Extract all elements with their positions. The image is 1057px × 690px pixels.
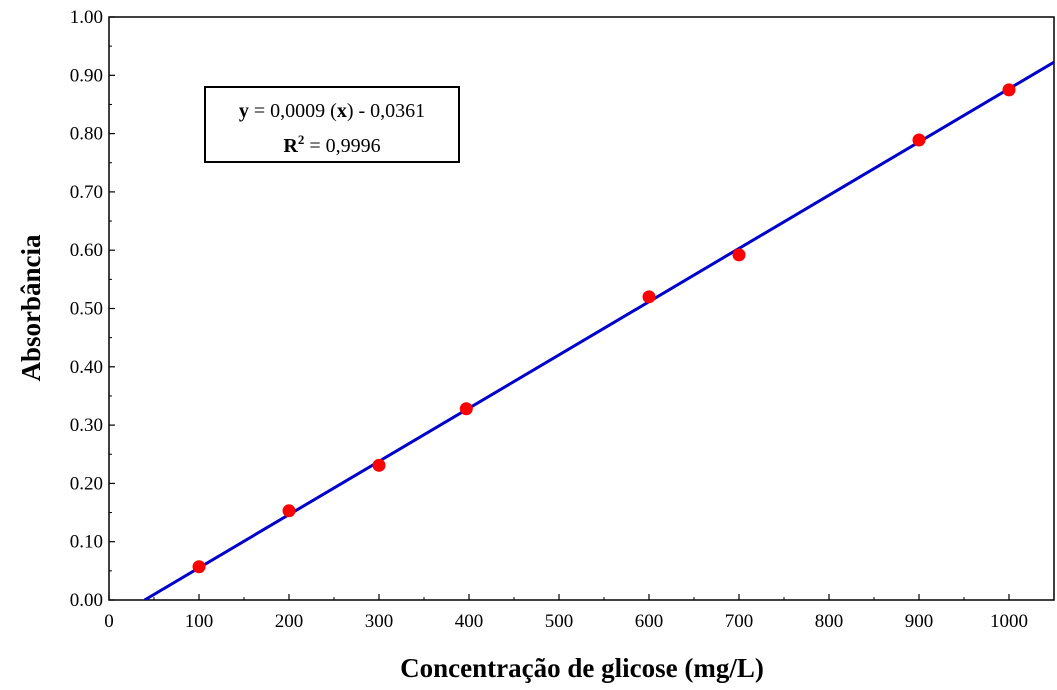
y-tick-label: 0.70 <box>70 182 103 203</box>
x-tick-label: 500 <box>545 611 574 632</box>
x-tick-label: 400 <box>455 611 484 632</box>
data-point <box>1002 83 1016 97</box>
equation-x-symbol: x <box>337 100 347 122</box>
y-tick-label: 0.00 <box>70 590 103 611</box>
data-point <box>642 290 656 304</box>
y-tick-label: 0.20 <box>70 473 103 494</box>
fit-line <box>143 60 1055 600</box>
y-tick-label: 0.40 <box>70 357 103 378</box>
y-axis-ticks: 0.00 0.10 0.20 0.30 0.40 0.50 0.60 0.70 0.80 0.90… <box>70 7 115 611</box>
r-squared-line: R2 = 0,9996 <box>283 132 380 157</box>
y-tick-label: 0.50 <box>70 299 103 320</box>
r-power: 2 <box>298 132 305 147</box>
y-tick-label: 0.60 <box>70 240 103 261</box>
x-tick-label: 200 <box>275 611 304 632</box>
data-point <box>372 458 386 472</box>
equation-line: y = 0,0009 (x) - 0,0361 <box>239 100 425 122</box>
x-axis-title: Concentração de glicose (mg/L) <box>400 653 764 683</box>
y-tick-label: 0.10 <box>70 532 103 553</box>
data-point <box>459 402 473 416</box>
data-point <box>912 133 926 147</box>
x-tick-label: 1000 <box>990 611 1028 632</box>
x-tick-label: 0 <box>104 611 114 632</box>
y-tick-label: 0.90 <box>70 65 103 86</box>
x-tick-label: 800 <box>815 611 844 632</box>
data-point <box>732 248 746 262</box>
r-value: = 0,9996 <box>304 135 380 157</box>
x-axis-ticks: 0 100 200 300 400 500 600 700 800 900 1000 <box>104 594 1028 632</box>
equation-end: ) - 0,0361 <box>347 100 425 122</box>
y-tick-label: 0.30 <box>70 415 103 436</box>
x-tick-label: 700 <box>725 611 754 632</box>
x-tick-label: 300 <box>365 611 394 632</box>
x-tick-label: 600 <box>635 611 664 632</box>
equation-rest: = 0,0009 ( <box>249 100 337 122</box>
equation-box: y = 0,0009 (x) - 0,0361 R2 = 0,9996 <box>204 86 460 163</box>
x-tick-label: 900 <box>905 611 934 632</box>
x-tick-label: 100 <box>185 611 214 632</box>
data-point <box>192 560 206 574</box>
equation-y-symbol: y <box>239 100 249 122</box>
y-tick-label: 0.80 <box>70 124 103 145</box>
data-points <box>192 83 1016 574</box>
data-point <box>282 504 296 518</box>
r-symbol: R <box>283 135 298 157</box>
y-tick-label: 1.00 <box>70 7 103 28</box>
y-axis-title: Absorbância <box>16 234 46 382</box>
